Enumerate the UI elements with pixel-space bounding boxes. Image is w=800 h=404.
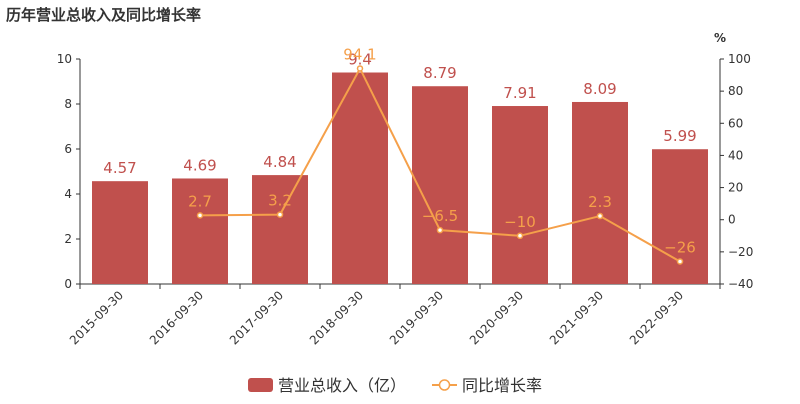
line-value-label: 2.3 (588, 193, 612, 211)
y2-tick-label: 80 (728, 84, 743, 98)
bar (252, 175, 308, 284)
y-tick-label: 6 (64, 142, 72, 156)
x-tick-label: 2020-09-30 (467, 288, 526, 347)
bar-value-label: 5.99 (663, 127, 696, 145)
x-tick-label: 2017-09-30 (227, 288, 286, 347)
x-tick-label: 2018-09-30 (307, 288, 366, 347)
line-point (596, 212, 604, 220)
x-tick-label: 2016-09-30 (147, 288, 206, 347)
bar-value-label: 4.69 (183, 156, 216, 174)
x-tick-label: 2019-09-30 (387, 288, 446, 347)
y-tick-label: 0 (64, 277, 72, 291)
y2-tick-label: 40 (728, 148, 743, 162)
bar-value-label: 9.4 (348, 51, 372, 69)
y2-tick-label: −40 (728, 277, 753, 291)
line-point (516, 232, 524, 240)
line-value-label: −6.5 (422, 207, 458, 225)
y-tick-label: 8 (64, 97, 72, 111)
bar (412, 86, 468, 284)
y2-tick-label: 60 (728, 116, 743, 130)
bar-value-label: 4.57 (103, 159, 136, 177)
y-tick-label: 4 (64, 187, 72, 201)
legend-label: 营业总收入（亿） (278, 376, 406, 395)
bar-value-label: 4.84 (263, 153, 296, 171)
line-value-label: 2.7 (188, 192, 212, 210)
bar-value-label: 8.79 (423, 64, 456, 82)
x-tick-label: 2015-09-30 (67, 288, 126, 347)
legend-swatch (438, 379, 451, 391)
y2-axis-label: % (714, 31, 726, 45)
y2-tick-label: 100 (728, 52, 751, 66)
y-tick-label: 10 (57, 52, 72, 66)
line-point (356, 65, 364, 72)
y2-tick-label: −20 (728, 245, 753, 259)
line-point (436, 226, 444, 234)
chart-title: 历年营业总收入及同比增长率 (6, 6, 201, 24)
bar (572, 101, 628, 284)
line-point (676, 258, 684, 265)
y2-tick-label: 0 (728, 213, 736, 227)
legend-label: 同比增长率 (462, 376, 542, 395)
bar-value-label: 7.91 (503, 84, 536, 102)
line-value-label: −26 (664, 239, 696, 257)
bar-value-label: 8.09 (583, 80, 616, 98)
line-value-label: −10 (504, 213, 536, 231)
bar (92, 181, 148, 284)
line-value-label: 94.1 (343, 45, 376, 63)
line-point (276, 211, 284, 218)
legend-swatch (248, 378, 273, 392)
y-tick-label: 2 (64, 232, 72, 246)
bar (492, 106, 548, 285)
bar (172, 178, 228, 284)
line-point (196, 212, 204, 219)
line-value-label: 3.2 (268, 192, 292, 210)
y2-tick-label: 20 (728, 181, 743, 195)
x-tick-label: 2021-09-30 (547, 288, 606, 347)
x-tick-label: 2022-09-30 (627, 288, 686, 347)
